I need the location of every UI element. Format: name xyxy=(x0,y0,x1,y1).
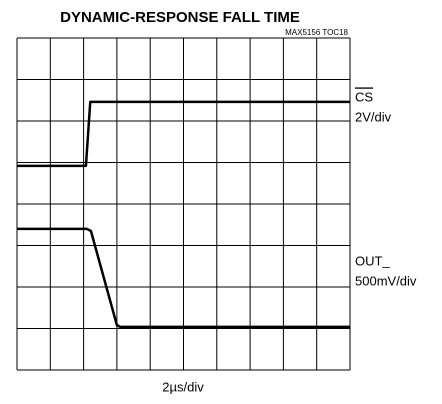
x-axis-label: 2µs/div xyxy=(162,379,204,394)
legend-label: OUT_ xyxy=(355,253,390,268)
chart-title: DYNAMIC-RESPONSE FALL TIME xyxy=(60,9,300,26)
chart-subtitle: MAX5156 TOC18 xyxy=(285,28,348,37)
legend-label: CS xyxy=(355,89,373,104)
legend-scale: 2V/div xyxy=(355,109,392,124)
trace xyxy=(17,227,350,329)
trace xyxy=(17,100,350,168)
legend-scale: 500mV/div xyxy=(355,273,417,288)
